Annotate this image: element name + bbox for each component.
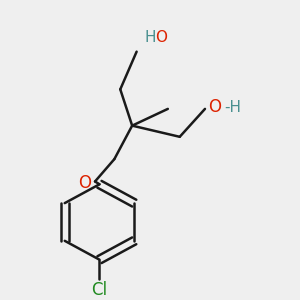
Text: O: O (78, 174, 92, 192)
Text: O: O (155, 30, 167, 45)
Text: H: H (144, 30, 156, 45)
Text: Cl: Cl (92, 280, 107, 298)
Text: -H: -H (225, 100, 242, 115)
Text: O: O (208, 98, 221, 116)
